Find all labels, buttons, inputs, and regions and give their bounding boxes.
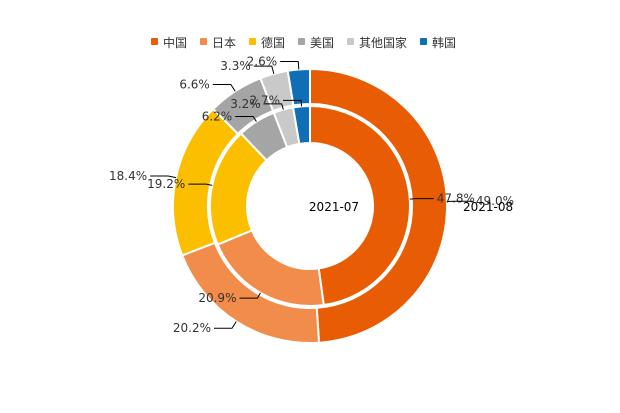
outer-ring-2021-08: [172, 67, 448, 344]
inner-slice-中国: [309, 104, 411, 307]
outer-slice-中国: [309, 67, 448, 344]
legend-swatch-日本: [200, 38, 207, 45]
outer-leader-其他国家: [253, 65, 275, 74]
legend-label-其他国家: 其他国家: [359, 35, 407, 50]
inner-leader-美国: [235, 116, 257, 122]
inner-ring-2021-07: [209, 104, 411, 307]
legend-swatch-中国: [151, 38, 158, 45]
series-name-2021-07: 2021-07: [309, 200, 359, 214]
outer-leader-德国: [150, 175, 177, 179]
outer-label-韩国: 2.6%: [247, 54, 278, 68]
outer-label-其他国家: 3.3%: [220, 59, 251, 73]
outer-label-日本: 20.2%: [173, 321, 211, 335]
inner-label-韩国: 2.7%: [250, 93, 281, 107]
legend-label-德国: 德国: [261, 35, 285, 50]
legend-label-美国: 美国: [310, 36, 334, 50]
inner-leader-日本: [239, 292, 261, 299]
outer-label-美国: 6.6%: [179, 78, 210, 92]
data-labels: 47.8% 20.9% 19.2% 6.2%3.2%2.7% 49.0% 20.2% 18.…: [109, 54, 514, 335]
legend: 中国 日本 德国 美国 其他国家 韩国: [151, 35, 456, 50]
inner-label-其他国家: 3.2%: [230, 97, 261, 111]
inner-label-日本: 20.9%: [198, 291, 236, 305]
legend-swatch-韩国: [420, 38, 427, 45]
inner-slice-韩国: [291, 104, 311, 146]
legend-swatch-德国: [249, 38, 256, 45]
outer-slice-韩国: [286, 67, 311, 107]
legend-label-中国: 中国: [163, 35, 187, 50]
legend-swatch-美国: [298, 38, 305, 45]
outer-label-德国: 18.4%: [109, 169, 147, 183]
outer-leader-韩国: [280, 60, 300, 70]
series-name-2021-08: 2021-08: [463, 200, 513, 214]
inner-label-中国: 47.8%: [437, 192, 475, 206]
inner-label-德国: 19.2%: [147, 177, 185, 191]
inner-leader-其他国家: [263, 103, 284, 110]
inner-label-美国: 6.2%: [202, 110, 233, 124]
inner-leader-韩国: [283, 99, 303, 107]
inner-leader-德国: [188, 183, 213, 186]
outer-leader-日本: [213, 321, 237, 329]
outer-label-中国: 49.0%: [476, 194, 514, 208]
legend-label-日本: 日本: [212, 36, 236, 50]
outer-leader-美国: [212, 84, 236, 92]
legend-swatch-其他国家: [347, 38, 354, 45]
legend-label-韩国: 韩国: [432, 35, 456, 50]
